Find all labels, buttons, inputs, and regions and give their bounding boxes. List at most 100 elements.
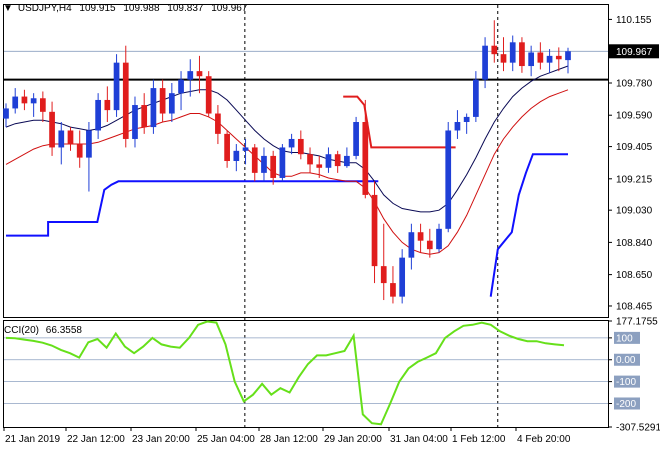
candle xyxy=(528,45,535,77)
cci-tick-label: 100 xyxy=(616,333,633,344)
price-tick-label: 108.650 xyxy=(616,270,653,281)
current-price-label: 109.967 xyxy=(616,47,653,58)
candle-body xyxy=(454,122,461,131)
candle-body xyxy=(519,42,525,67)
candle xyxy=(196,55,203,94)
candle-body xyxy=(261,155,267,173)
candle xyxy=(58,122,65,165)
candle-body xyxy=(307,154,313,165)
candle xyxy=(233,144,240,172)
candle-body xyxy=(196,71,203,77)
candle xyxy=(500,37,507,72)
price-tick-label: 109.215 xyxy=(616,174,653,185)
candle xyxy=(205,71,212,117)
candle-body xyxy=(67,130,74,145)
candle-body xyxy=(528,52,535,67)
candle-body xyxy=(344,155,350,167)
candle xyxy=(555,47,562,72)
candle-body xyxy=(178,79,184,94)
time-tick-label: 28 Jan 12:00 xyxy=(260,434,318,445)
candle xyxy=(67,127,74,151)
candle xyxy=(463,113,470,134)
candle-body xyxy=(491,45,498,55)
candle xyxy=(86,122,92,192)
candle-body xyxy=(95,99,101,131)
candle xyxy=(242,138,249,165)
candle-body xyxy=(509,42,516,63)
resistance-red-step-line xyxy=(343,95,456,149)
price-tick-label: 109.405 xyxy=(616,142,653,153)
open-value: 109.915 xyxy=(79,3,116,14)
chart-header: ▼ USDJPY,H4 109.915 109.988 109.837 109.9… xyxy=(3,3,252,15)
candle-body xyxy=(500,54,507,63)
candle xyxy=(178,71,184,111)
candle-body xyxy=(537,52,544,63)
candle-body xyxy=(86,130,92,158)
candle-body xyxy=(555,55,562,60)
candle-body xyxy=(12,96,19,109)
price-panel-frame xyxy=(3,4,609,318)
candle xyxy=(380,223,387,301)
candle-body xyxy=(371,194,378,267)
candle-body xyxy=(168,93,175,114)
candle xyxy=(482,37,488,89)
candle-body xyxy=(334,154,341,167)
candle-body xyxy=(436,228,442,250)
candle xyxy=(122,45,129,148)
cci-tick-label: -100 xyxy=(616,377,636,388)
candle-body xyxy=(49,111,55,148)
candle-body xyxy=(279,147,286,178)
candle xyxy=(537,42,544,70)
candle xyxy=(390,266,396,304)
time-tick-label: 29 Jan 20:00 xyxy=(324,434,382,445)
cci-tick-label: 177.1755 xyxy=(616,316,658,327)
time-tick-label: 31 Jan 04:00 xyxy=(390,434,448,445)
candle xyxy=(509,35,516,72)
candle-body xyxy=(417,232,424,241)
candle xyxy=(104,86,111,122)
candle-body xyxy=(233,150,240,161)
cci-tick-label: 0.00 xyxy=(616,355,636,366)
price-tick-label: 110.155 xyxy=(616,15,652,26)
candle-body xyxy=(150,88,157,128)
price-tick-label: 109.590 xyxy=(616,111,653,122)
candle xyxy=(261,147,267,182)
candle-body xyxy=(113,62,120,111)
candle-body xyxy=(39,98,46,112)
candle xyxy=(150,79,157,134)
candle xyxy=(546,49,553,73)
candle xyxy=(288,133,295,155)
time-tick-label: 23 Jan 20:00 xyxy=(132,434,190,445)
candle xyxy=(399,249,406,304)
cci-tick-label: -307.5291 xyxy=(616,423,660,434)
close-value: 109.967 xyxy=(211,3,248,14)
candle-body xyxy=(297,138,304,155)
time-tick-label: 25 Jan 04:00 xyxy=(197,434,255,445)
candle xyxy=(426,228,433,258)
candle-body xyxy=(445,130,452,229)
cci-panel-frame xyxy=(3,320,609,428)
candle xyxy=(30,93,37,117)
candle xyxy=(132,96,138,148)
candle xyxy=(12,88,19,114)
time-tick-label: 4 Feb 20:00 xyxy=(517,434,571,445)
candle xyxy=(251,144,258,182)
candle-body xyxy=(30,98,37,104)
candle xyxy=(565,47,571,74)
candle xyxy=(21,89,28,111)
candle-body xyxy=(122,62,129,139)
price-tick-label: 109.030 xyxy=(616,206,653,217)
cci-level-tag xyxy=(614,353,640,366)
candle-body xyxy=(104,99,111,111)
candle-body xyxy=(251,147,258,173)
candle-body xyxy=(187,71,194,80)
support-blue-line xyxy=(6,180,379,237)
price-tick-label: 108.465 xyxy=(616,301,653,312)
candle xyxy=(224,130,230,168)
candle-body xyxy=(399,257,406,297)
triangle-down-icon[interactable]: ▼ xyxy=(3,3,13,14)
cci-level-tag xyxy=(614,375,640,388)
candle xyxy=(187,59,194,97)
